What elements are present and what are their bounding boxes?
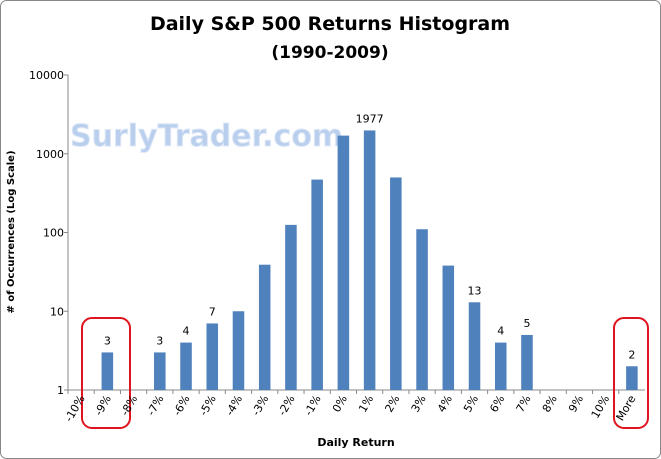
y-tick-label: 1 [57, 384, 64, 397]
bar [494, 342, 507, 390]
x-axis-title: Daily Return [317, 436, 394, 449]
bar [258, 264, 271, 390]
y-tick-label: 100 [43, 227, 64, 240]
chart-title: Daily S&P 500 Returns Histogram [150, 13, 510, 35]
bar [311, 179, 323, 390]
bar [468, 302, 481, 390]
data-label: 13 [468, 284, 482, 297]
data-label: 5 [523, 317, 530, 330]
y-tick-label: 10 [50, 305, 64, 318]
bar [626, 366, 638, 390]
bar [206, 323, 219, 390]
data-label: 7 [209, 305, 216, 318]
bar [363, 130, 376, 391]
watermark: SurlyTrader.com [70, 119, 343, 154]
data-label: 4 [183, 325, 190, 338]
y-axis-title: # of Occurrences (Log Scale) [6, 150, 17, 313]
data-label: 3 [156, 334, 163, 347]
bar [521, 334, 533, 390]
bar [154, 352, 166, 390]
y-tick-label: 10000 [29, 69, 64, 82]
chart-subtitle: (1990-2009) [271, 43, 388, 63]
highlight-box [81, 317, 131, 429]
data-label: 4 [497, 325, 504, 338]
data-label: 3 [104, 334, 111, 347]
bar [337, 135, 350, 390]
bar [416, 229, 428, 390]
data-label: 2 [628, 348, 635, 361]
bar [442, 265, 455, 390]
highlight-box [613, 317, 649, 429]
bar [180, 342, 192, 390]
data-label: 1977 [356, 112, 384, 125]
bar [232, 311, 245, 390]
bar [101, 352, 114, 390]
bar [390, 177, 402, 390]
y-tick-label: 1000 [36, 148, 64, 161]
bar [285, 224, 297, 390]
